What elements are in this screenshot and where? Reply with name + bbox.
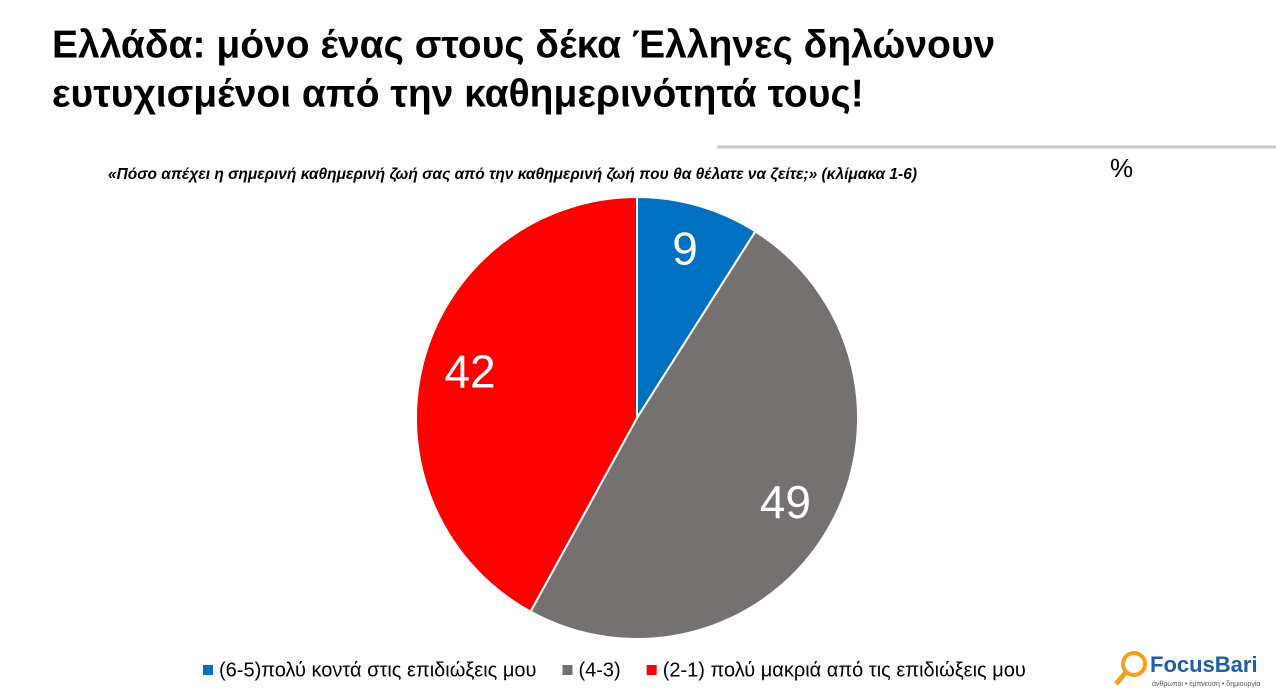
logo-tagline: άνθρωποι • έμπνευση • δημιουργία (1152, 680, 1260, 688)
title-line: ευτυχισμένοι από την καθημερινότητά τους… (52, 72, 864, 115)
pie-slice (529, 230, 860, 641)
pie-slice (636, 195, 757, 422)
legend-swatch (203, 665, 213, 675)
data-label: 9 (672, 223, 698, 275)
legend-label: (4-3) (578, 659, 620, 681)
legend-label: (6-5)πολύ κοντά στις επιδιώξεις μου (219, 659, 536, 681)
data-label: 42 (444, 345, 495, 397)
unit-label: % (1110, 153, 1133, 183)
logo-icon (1121, 651, 1147, 677)
data-label: 49 (760, 476, 811, 528)
legend-swatch (562, 665, 573, 675)
legend-label: (2-1) πολύ μακριά από τις επιδιώξεις μου (663, 659, 1026, 681)
title-line: Ελλάδα: μόνο ένας στους δέκα Έλληνες δηλ… (52, 23, 995, 66)
logo-icon (1114, 670, 1128, 686)
pie-slice (415, 195, 638, 614)
subtitle: «Πόσο απέχει η σημερινή καθημερινή ζωή σ… (108, 166, 917, 183)
logo: FocusBari άνθρωποι • έμπνευση • δημιουργ… (1114, 651, 1260, 688)
legend-swatch (646, 665, 657, 675)
logo-name: FocusBari (1150, 652, 1258, 677)
